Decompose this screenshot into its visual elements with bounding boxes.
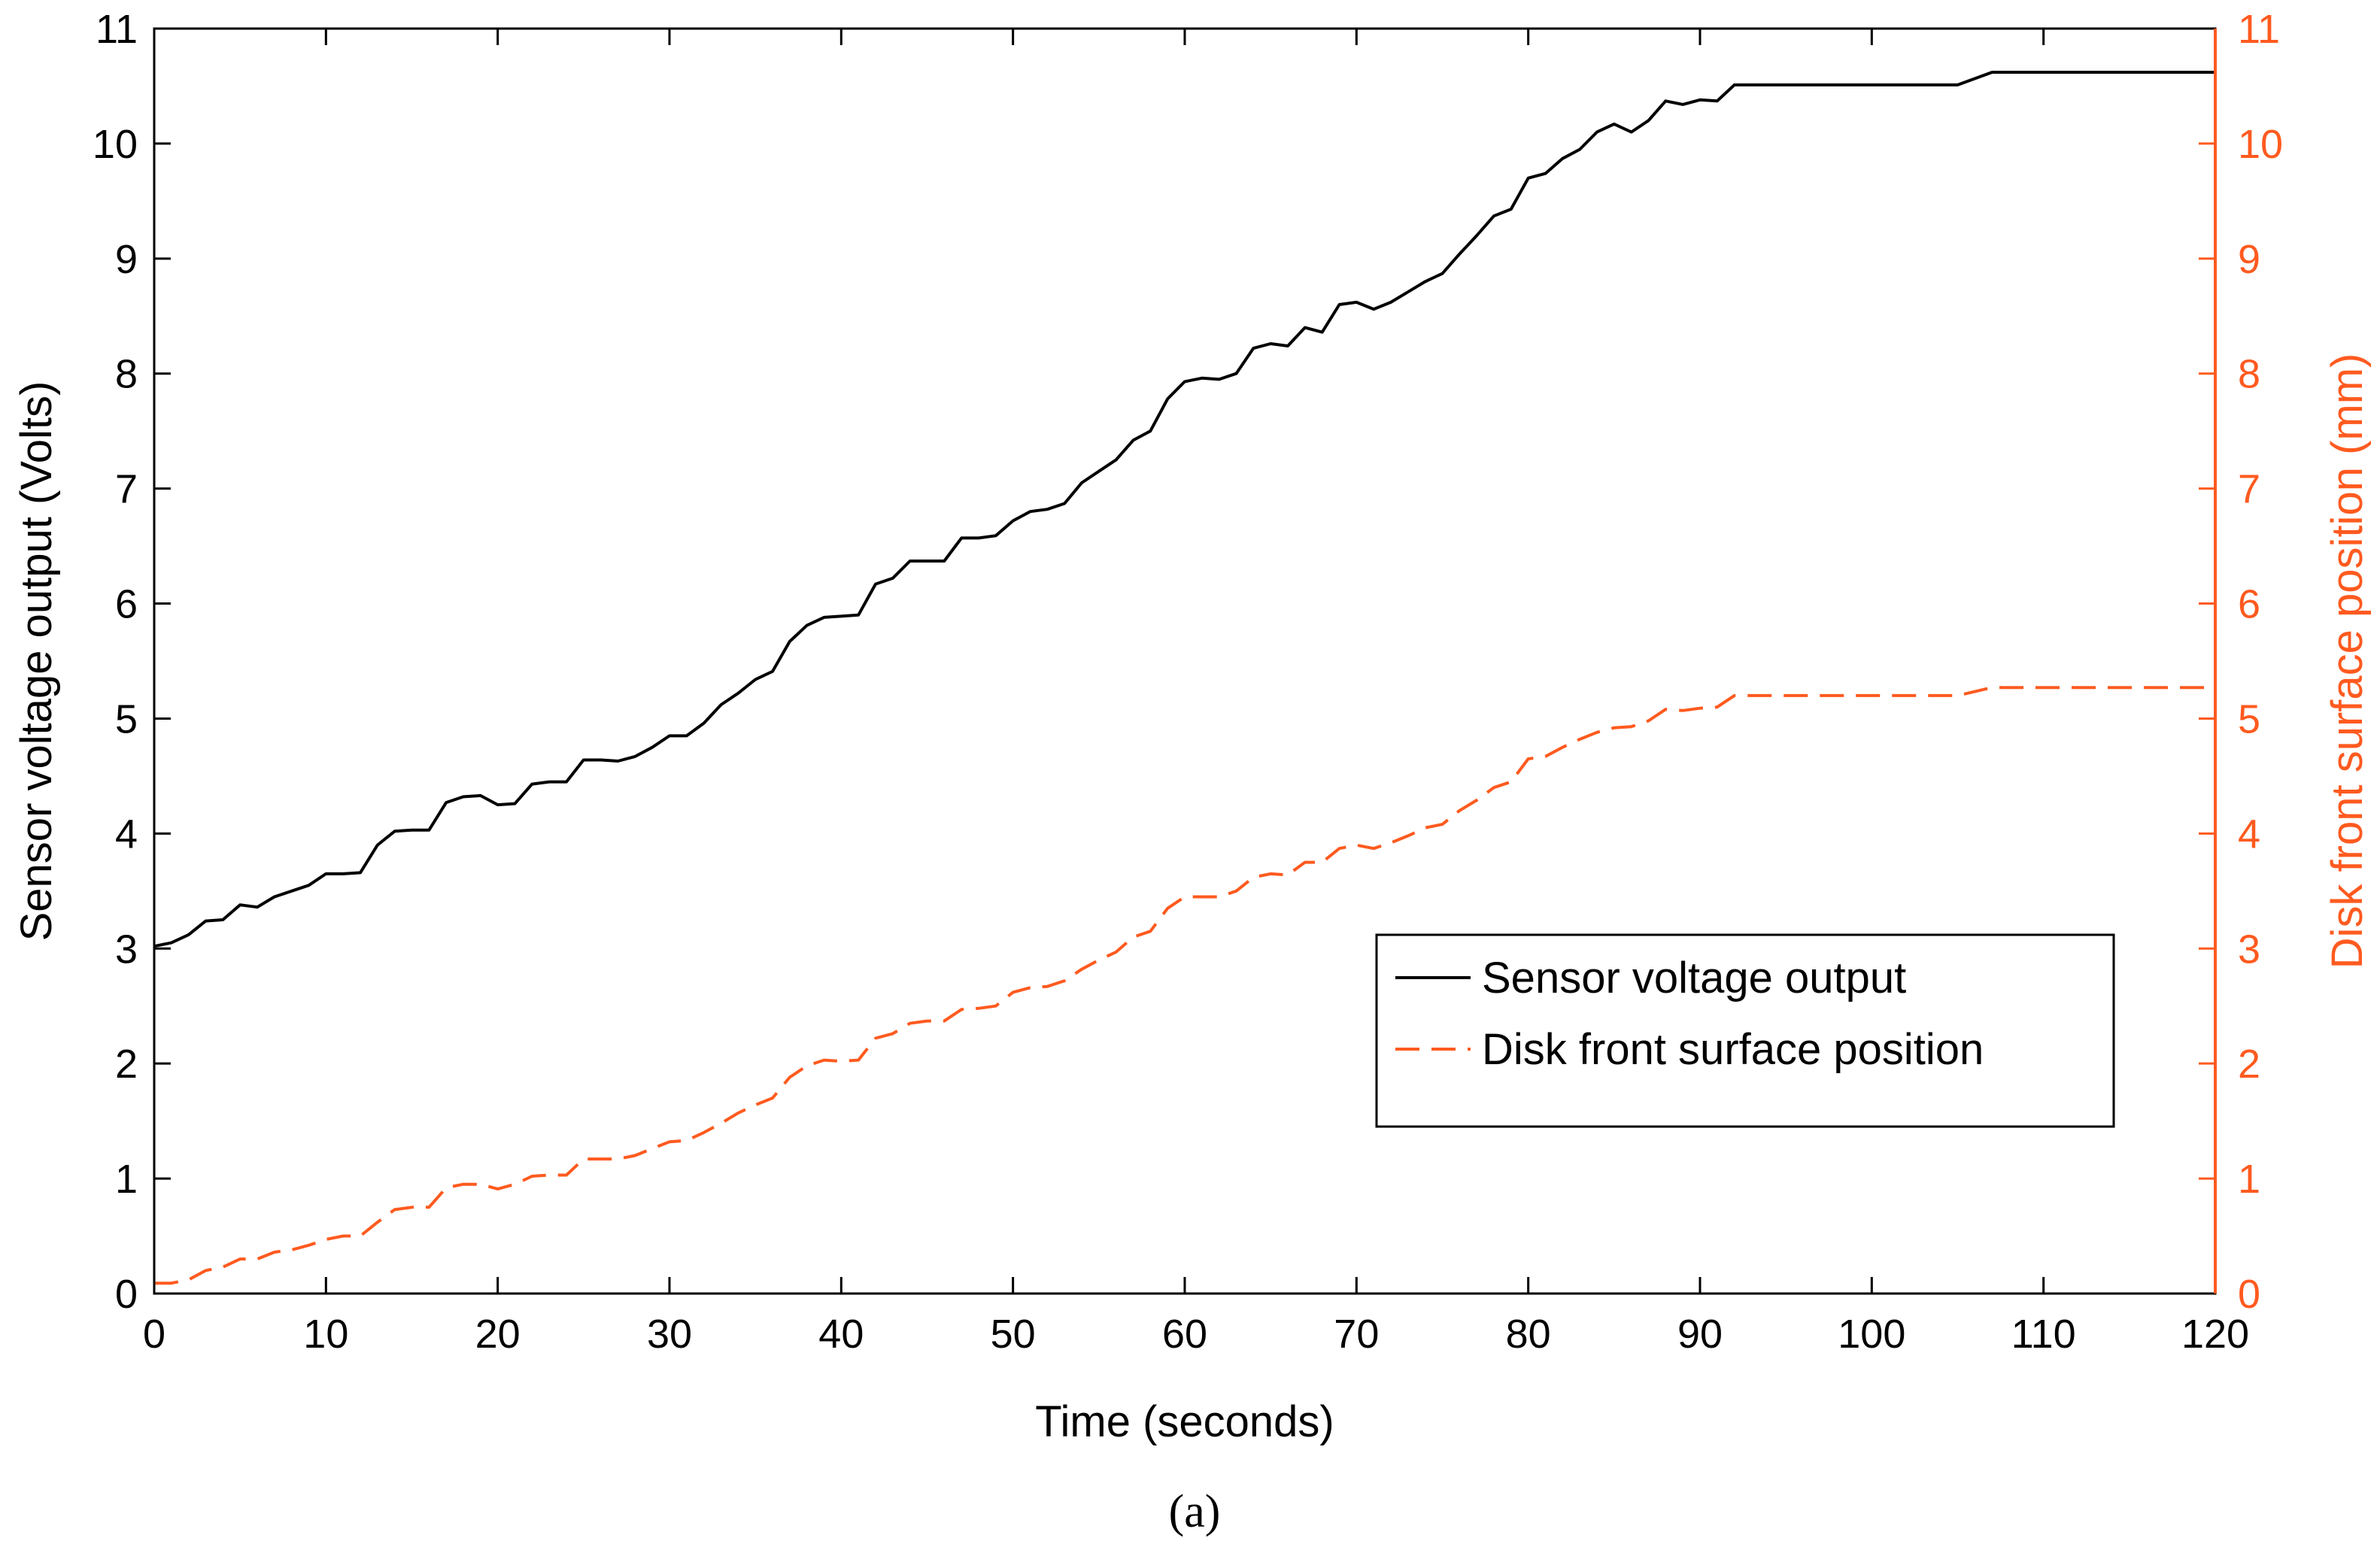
left-y-tick-label: 11 <box>96 7 138 52</box>
x-axis-title: Time (seconds) <box>1035 1397 1334 1446</box>
x-tick-label: 80 <box>1506 1312 1551 1357</box>
right-y-tick-label: 2 <box>2238 1042 2260 1087</box>
right-y-tick-label: 1 <box>2238 1157 2260 1202</box>
left-y-tick-label: 0 <box>115 1272 138 1317</box>
left-y-tick-label: 1 <box>115 1157 138 1202</box>
left-y-tick-label: 3 <box>115 927 138 972</box>
right-y-tick-label: 7 <box>2238 467 2260 512</box>
x-tick-label: 20 <box>475 1312 521 1357</box>
figure-caption: (a) <box>1169 1486 1221 1537</box>
x-tick-label: 40 <box>818 1312 864 1357</box>
legend-label-voltage: Sensor voltage output <box>1482 954 1906 1002</box>
legend-label-position: Disk front surface position <box>1482 1025 1984 1074</box>
left-y-axis-ticks: 0 1 2 3 4 5 6 7 8 9 10 11 <box>93 7 171 1317</box>
x-tick-label: 10 <box>303 1312 348 1357</box>
right-y-axis-title: Disk front surface position (mm) <box>2323 353 2372 969</box>
series-layer <box>153 71 2215 1285</box>
x-tick-label: 120 <box>2181 1312 2249 1357</box>
legend: Sensor voltage output Disk front surface… <box>1375 933 2115 1128</box>
right-y-tick-label: 5 <box>2238 696 2260 742</box>
left-y-tick-label: 4 <box>115 811 138 857</box>
left-y-tick-label: 2 <box>115 1042 138 1087</box>
left-y-axis-title: Sensor voltage output (Volts) <box>12 381 61 942</box>
right-y-tick-label: 8 <box>2238 352 2260 397</box>
series-line-sensor-voltage <box>153 71 2215 948</box>
left-y-tick-label: 10 <box>93 122 138 167</box>
x-tick-label: 50 <box>991 1312 1036 1357</box>
series-line-disk-position <box>154 686 2215 1285</box>
left-y-tick-label: 7 <box>115 467 138 512</box>
x-tick-label: 100 <box>1838 1312 1905 1357</box>
right-y-tick-label: 9 <box>2238 237 2260 282</box>
x-tick-label: 90 <box>1677 1312 1723 1357</box>
right-y-tick-label: 0 <box>2238 1272 2260 1317</box>
x-tick-label: 0 <box>143 1312 165 1357</box>
left-y-tick-label: 8 <box>115 352 138 397</box>
right-y-axis-ticks: 0 1 2 3 4 5 6 7 8 9 10 11 <box>2199 7 2283 1317</box>
right-y-tick-label: 10 <box>2238 122 2283 167</box>
left-y-tick-label: 9 <box>115 237 138 282</box>
right-y-tick-label: 11 <box>2238 7 2280 52</box>
x-axis-ticks: 0 10 20 30 40 50 60 70 80 90 100 110 120 <box>143 29 2249 1357</box>
x-tick-label: 60 <box>1162 1312 1207 1357</box>
left-y-tick-label: 5 <box>115 696 138 742</box>
x-tick-label: 110 <box>2011 1312 2076 1357</box>
right-y-tick-label: 6 <box>2238 582 2260 627</box>
legend-box <box>1375 933 2115 1128</box>
right-y-tick-label: 4 <box>2238 811 2260 857</box>
x-tick-label: 70 <box>1334 1312 1379 1357</box>
left-y-tick-label: 6 <box>115 582 138 627</box>
right-y-tick-label: 3 <box>2238 927 2260 972</box>
x-tick-label: 30 <box>647 1312 692 1357</box>
